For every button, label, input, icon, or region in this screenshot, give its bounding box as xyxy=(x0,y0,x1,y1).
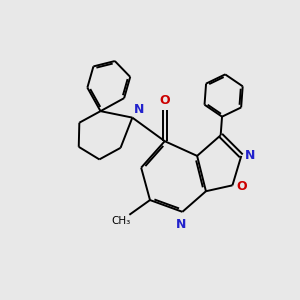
Text: O: O xyxy=(159,94,170,107)
Text: N: N xyxy=(176,218,186,231)
Text: O: O xyxy=(236,180,247,193)
Text: N: N xyxy=(134,103,144,116)
Text: N: N xyxy=(245,149,255,162)
Text: CH₃: CH₃ xyxy=(111,216,130,226)
